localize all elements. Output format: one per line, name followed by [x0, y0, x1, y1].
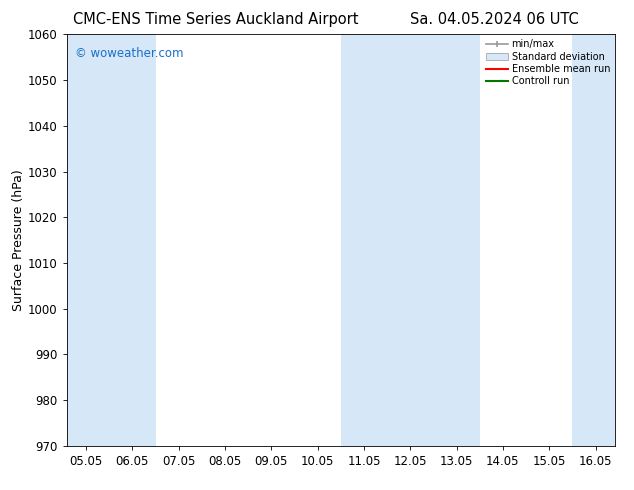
Bar — [434, 34, 480, 446]
Bar — [63, 34, 109, 446]
Bar — [341, 34, 387, 446]
Text: Sa. 04.05.2024 06 UTC: Sa. 04.05.2024 06 UTC — [410, 12, 579, 27]
Text: © woweather.com: © woweather.com — [75, 47, 183, 60]
Y-axis label: Surface Pressure (hPa): Surface Pressure (hPa) — [12, 169, 25, 311]
Text: CMC-ENS Time Series Auckland Airport: CMC-ENS Time Series Auckland Airport — [73, 12, 358, 27]
Bar — [573, 34, 619, 446]
Legend: min/max, Standard deviation, Ensemble mean run, Controll run: min/max, Standard deviation, Ensemble me… — [486, 39, 610, 86]
Bar — [387, 34, 434, 446]
Bar — [109, 34, 155, 446]
